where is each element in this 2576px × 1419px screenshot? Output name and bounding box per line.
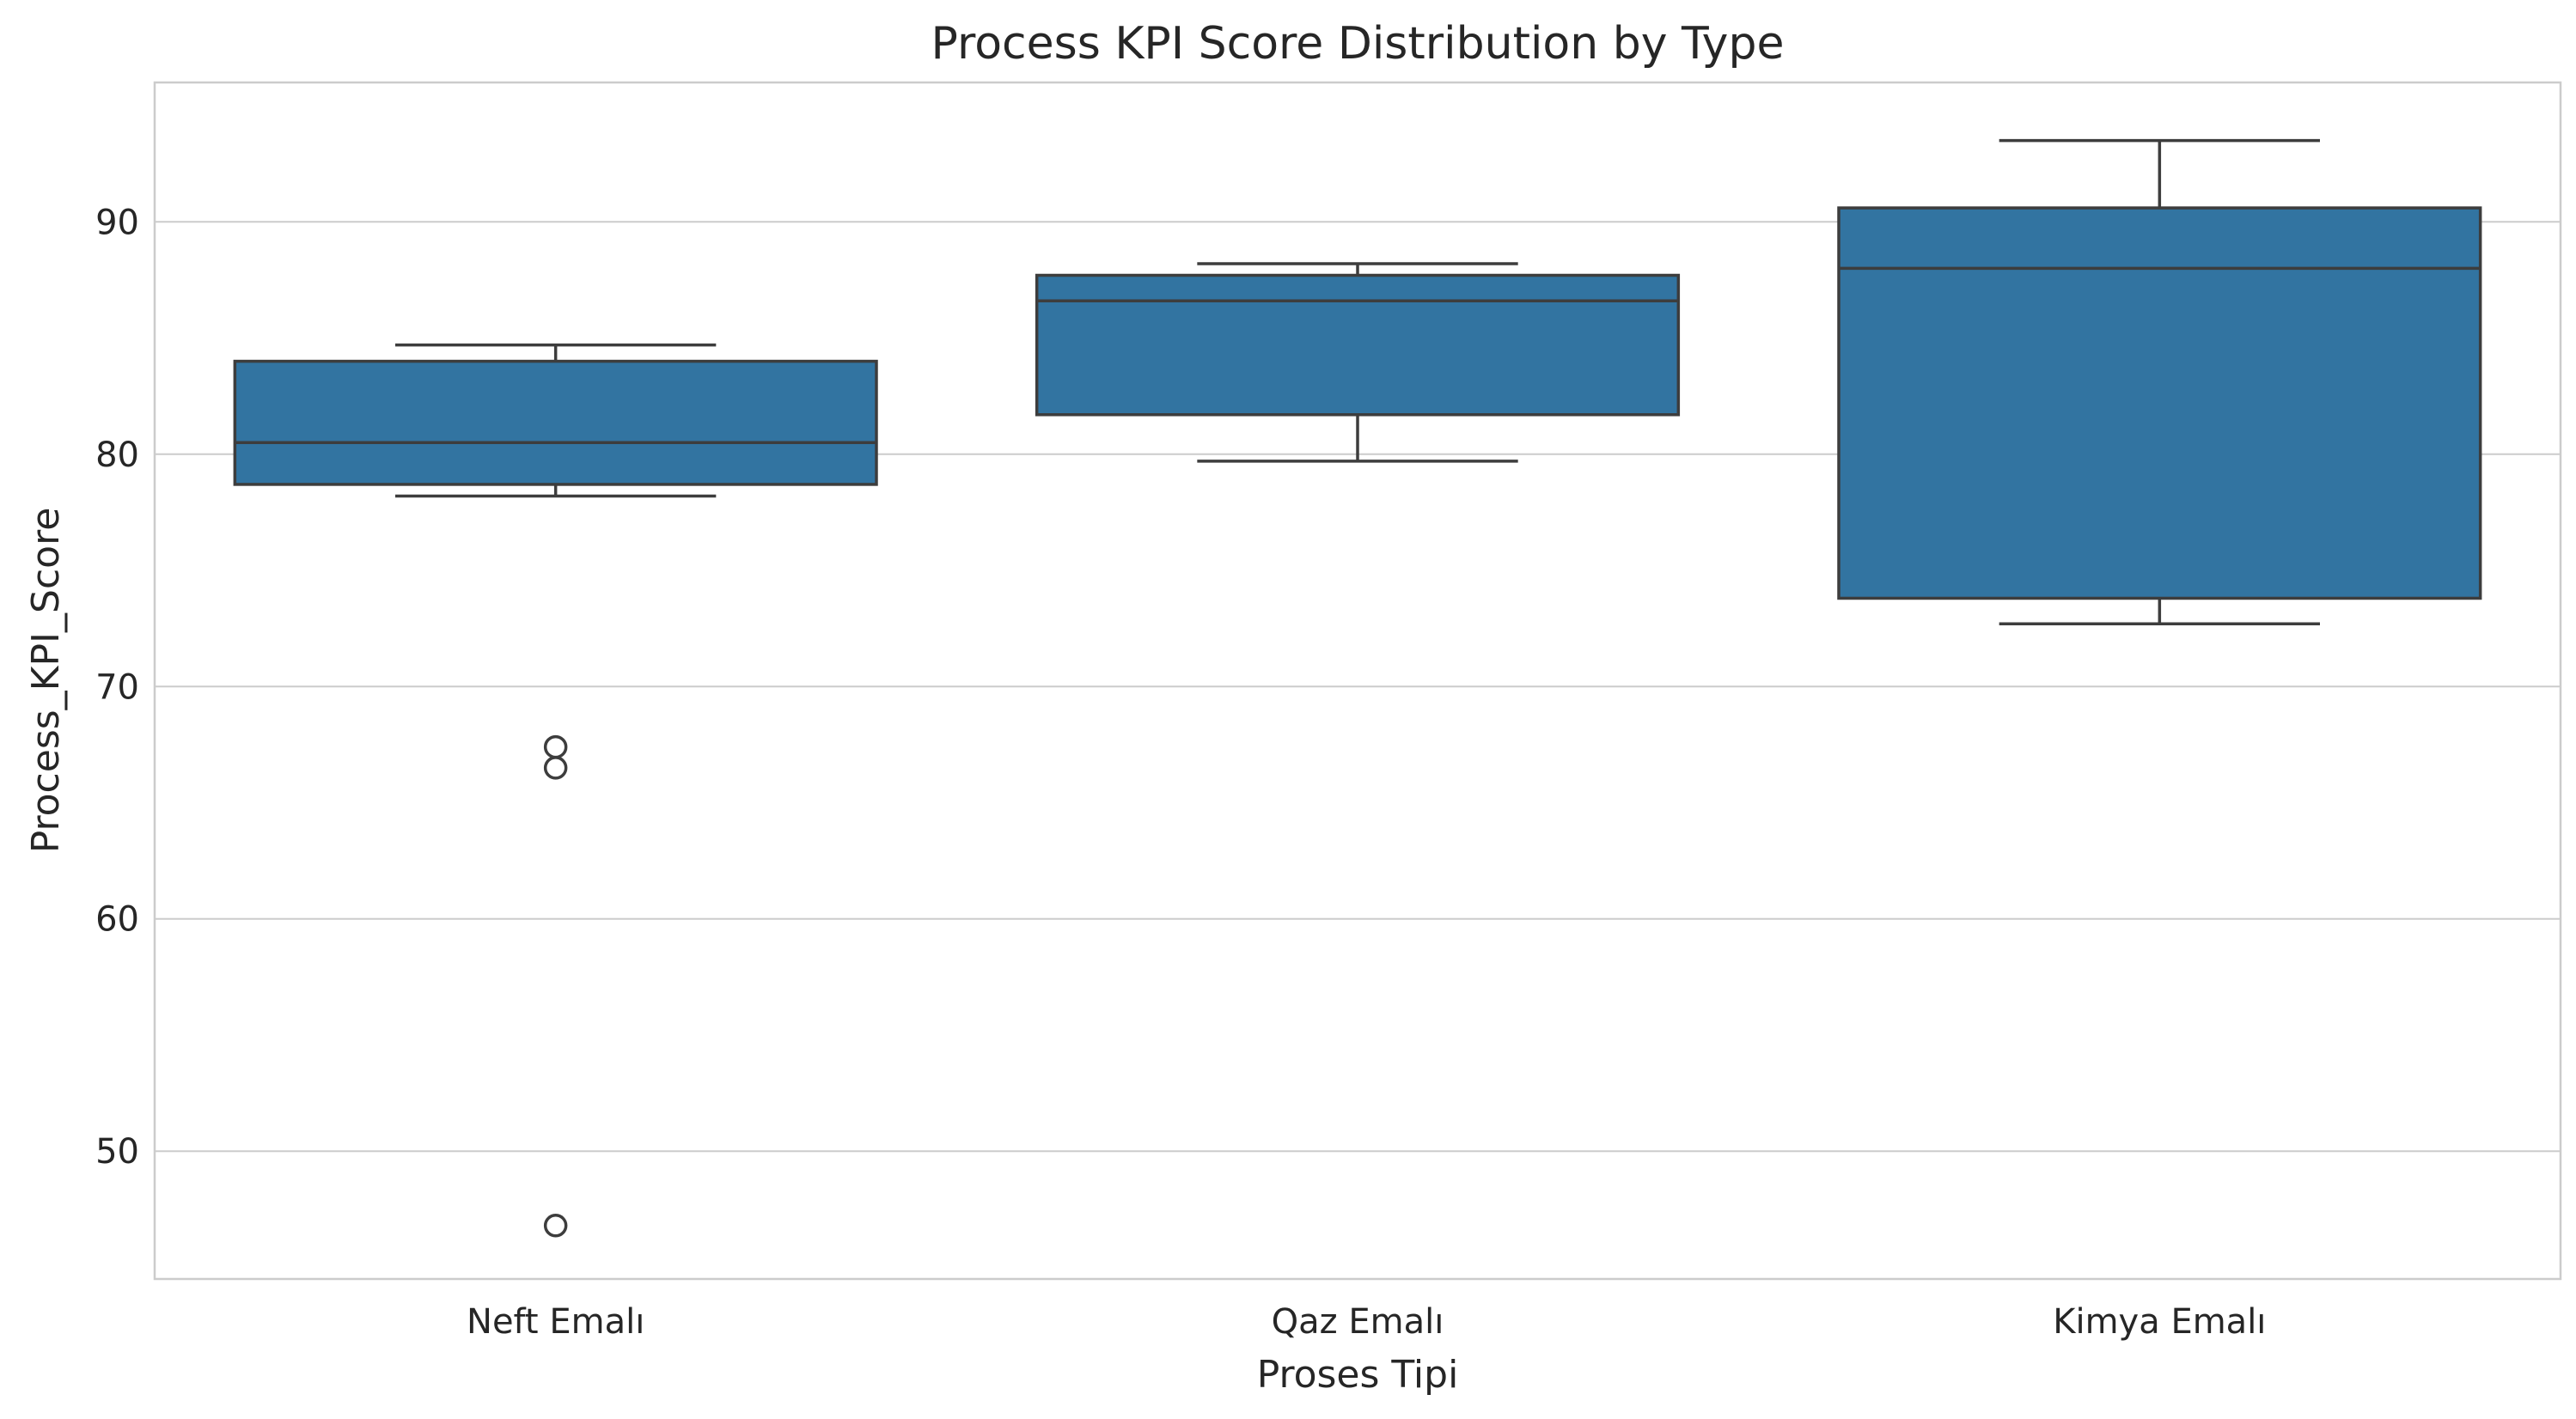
iqr-box bbox=[233, 359, 878, 486]
outlier-point bbox=[543, 1214, 568, 1238]
y-axis-label: Process_KPI_Score bbox=[24, 508, 68, 854]
outlier-point bbox=[543, 734, 568, 759]
y-tick-label: 80 bbox=[95, 435, 139, 475]
x-tick-label: Kimya Emalı bbox=[2053, 1302, 2266, 1342]
plot-frame bbox=[153, 81, 2562, 1281]
y-tick-label: 50 bbox=[95, 1132, 139, 1172]
box-group bbox=[1837, 138, 2482, 625]
x-tick-label: Neft Emalı bbox=[467, 1302, 644, 1342]
y-tick-label: 70 bbox=[95, 667, 139, 707]
box-series bbox=[233, 138, 2482, 1238]
y-tick-labels: 50 60 70 80 90 bbox=[95, 203, 139, 1172]
chart-title: Process KPI Score Distribution by Type bbox=[931, 18, 1785, 70]
x-axis-label: Proses Tipi bbox=[1257, 1353, 1459, 1397]
box-group bbox=[233, 343, 878, 1238]
y-tick-label: 90 bbox=[95, 203, 139, 242]
y-tick-label: 60 bbox=[95, 900, 139, 940]
outlier-point bbox=[543, 756, 568, 780]
box-group bbox=[1035, 262, 1681, 463]
iqr-box bbox=[1035, 273, 1681, 417]
x-tick-label: Qaz Emalı bbox=[1272, 1302, 1444, 1342]
iqr-box bbox=[1837, 206, 2482, 600]
x-tick-labels: Neft Emalı Qaz Emalı Kimya Emalı bbox=[467, 1302, 2266, 1342]
